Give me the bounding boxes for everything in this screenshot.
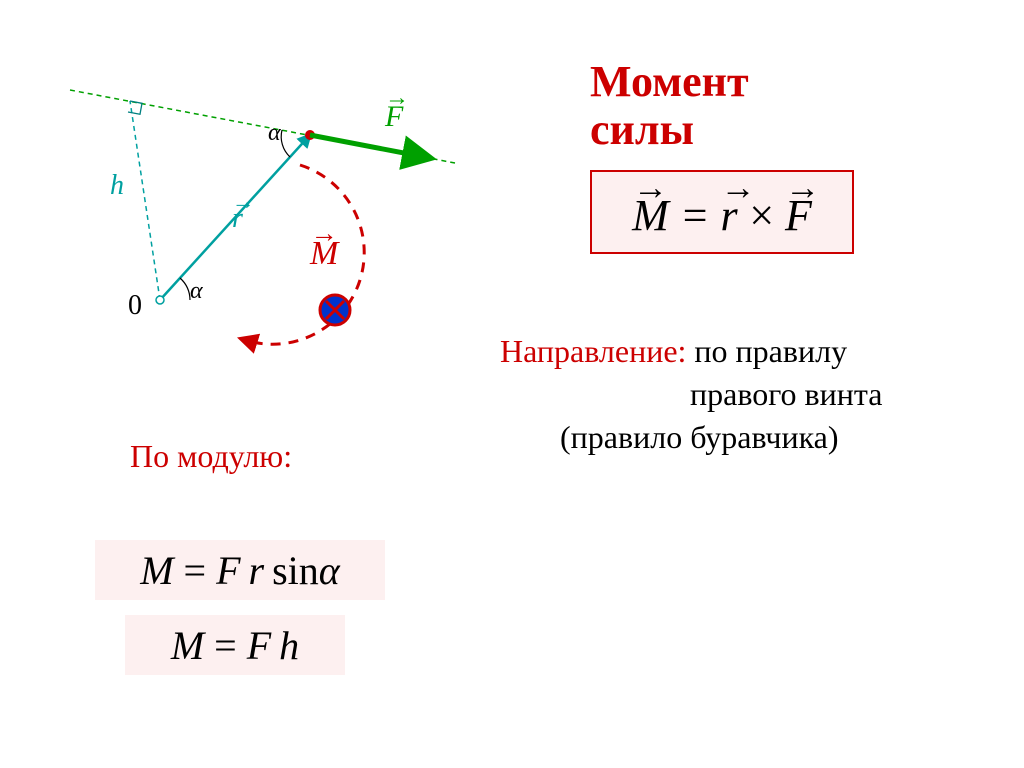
- direction-line3: (правило буравчика): [500, 419, 838, 455]
- formula-fh: M = F h: [171, 622, 299, 669]
- alpha-origin-label: α: [190, 278, 203, 305]
- h-line: [130, 101, 160, 300]
- formula-fh-box: M = F h: [125, 615, 345, 675]
- alpha1-text: α: [190, 278, 203, 304]
- alpha-arc-origin: [180, 278, 190, 300]
- main-formula-box: M = r × F: [590, 170, 854, 254]
- alpha-arc-tip: [281, 130, 290, 157]
- main-formula: M = r × F: [632, 184, 812, 241]
- title-line2: силы: [590, 105, 694, 154]
- moment-label: M: [310, 235, 338, 273]
- direction-line1: по правилу: [686, 333, 847, 369]
- force-label: F: [385, 100, 403, 134]
- moment-label-text: M: [310, 235, 338, 272]
- page-title: Момент силы: [590, 58, 749, 155]
- h-label: h: [110, 170, 124, 202]
- origin-label-text: 0: [128, 290, 142, 321]
- force-label-text: F: [385, 100, 403, 133]
- direction-label: Направление:: [500, 333, 686, 369]
- origin-label: 0: [128, 290, 142, 322]
- title-line1: Момент: [590, 57, 749, 106]
- origin-point: [156, 296, 164, 304]
- formula-sin-box: M = F r sinα: [95, 540, 385, 600]
- h-label-text: h: [110, 170, 124, 201]
- formula-sin: M = F r sinα: [140, 547, 340, 594]
- r-label-text: r: [232, 203, 243, 234]
- force-vector: [310, 135, 430, 158]
- modulus-label-text: По модулю:: [130, 438, 292, 474]
- direction-line2: правого винта: [500, 376, 882, 412]
- direction-block: Направление: по правилу правого винта (п…: [500, 330, 882, 460]
- r-label: r: [232, 203, 243, 235]
- modulus-label: По модулю:: [130, 438, 292, 475]
- alpha2-text: α: [268, 120, 281, 146]
- alpha-tip-label: α: [268, 120, 281, 147]
